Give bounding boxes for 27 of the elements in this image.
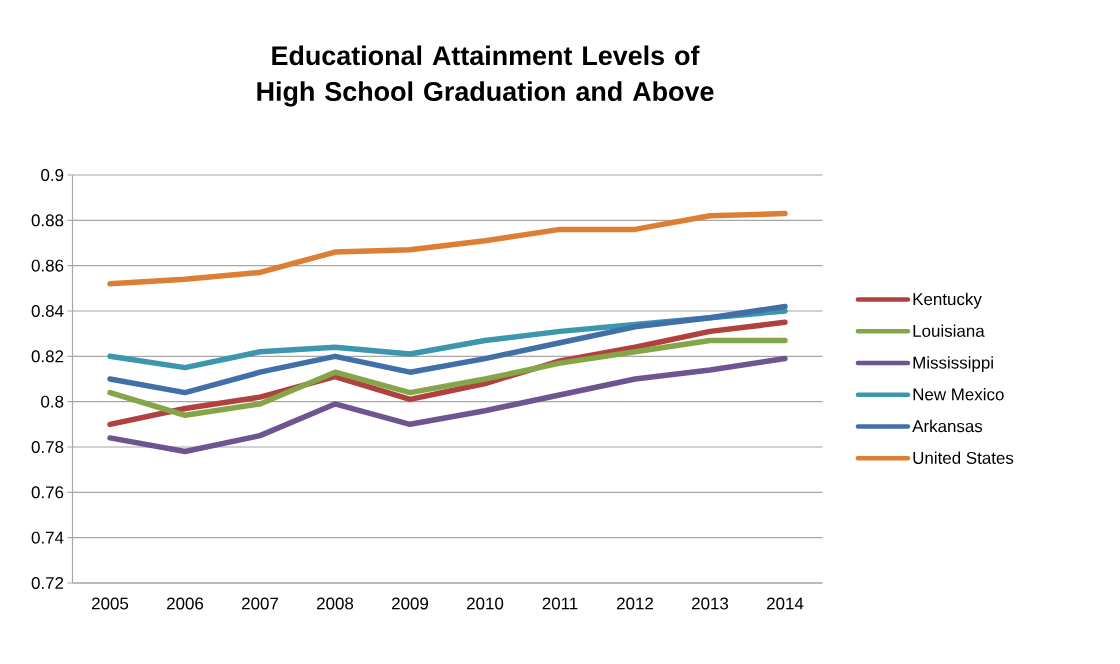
legend-label: New Mexico (913, 387, 1004, 401)
y-tick-label: 0.8 (41, 395, 64, 408)
y-tick-label: 0.76 (31, 486, 64, 499)
x-tick-label: 2012 (617, 597, 653, 610)
y-tick-label: 0.78 (31, 440, 64, 453)
y-tick-label: 0.82 (31, 350, 64, 363)
x-tick-label: 2013 (692, 597, 729, 610)
legend-label: Kentucky (913, 292, 982, 309)
x-tick-label: 2005 (92, 597, 129, 610)
y-tick-label: 0.74 (31, 531, 64, 544)
y-tick-label: 0.88 (31, 214, 64, 227)
chart-title: Educational Attainment Levels of High School Graduation and Above (257, 45, 714, 107)
y-tick-label: 0.84 (31, 304, 64, 317)
legend-label: United States (913, 451, 1014, 464)
x-tick-label: 2010 (467, 597, 504, 610)
y-tick-label: 0.9 (41, 168, 64, 181)
legend-label: Mississippi (913, 356, 993, 373)
x-tick-label: 2011 (542, 597, 578, 610)
x-tick-label: 2009 (392, 597, 429, 610)
legend-label: Louisiana (913, 324, 985, 337)
y-tick-label: 0.86 (31, 259, 64, 272)
x-tick-label: 2006 (167, 597, 204, 610)
legend-label: Arkansas (912, 419, 983, 433)
y-tick-label: 0.72 (31, 576, 64, 589)
x-tick-label: 2014 (767, 597, 804, 610)
x-tick-label: 2007 (242, 597, 278, 610)
x-tick-label: 2008 (317, 597, 354, 610)
